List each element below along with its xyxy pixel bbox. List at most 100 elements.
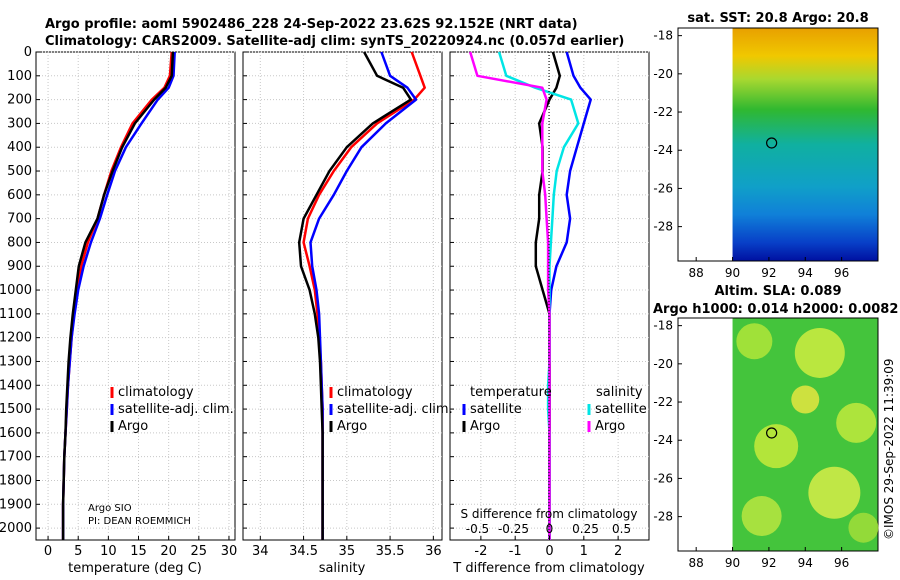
x-tick-label: 30 [221,544,238,559]
x-tick-label: 35 [339,544,356,559]
depth-tick-label: 1400 [0,378,32,393]
legend-temp-title: temperature [470,385,552,400]
legend-temp-sat-label: satellite [470,402,522,417]
temperature-axis-label: temperature (deg C) [68,561,202,576]
sla-map [677,317,879,552]
x-tick-label: -2 [474,544,487,559]
map-lon-tick-label: 92 [761,266,776,280]
argo-location-marker [766,427,778,439]
series-line-argo [61,51,175,540]
top-x-tick-label: -0.25 [498,522,529,536]
x-tick-label: 34 [252,544,269,559]
depth-tick-label: 1700 [0,450,32,465]
temperature-panel [35,51,236,541]
depth-tick-label: 1200 [0,331,32,346]
sla-map-frame [677,317,879,552]
legend-sal-sat-label: satellite [595,402,647,417]
credit-pi: PI: DEAN ROEMMICH [88,516,191,527]
depth-tick-label: 2000 [0,521,32,536]
legend-sat-label: satellite-adj. clim. [118,402,234,417]
map-lat-tick-label: -24 [653,143,673,157]
depth-tick-label: 800 [7,235,32,250]
map-lon-tick-label: 90 [725,266,740,280]
map-ticks: 88 90 92 94 96 -18 -20 -22 -24 -26 -28 88 90 92 94 96 -1… [653,29,849,570]
legend-sal-title: salinity [596,385,643,400]
series-line-salinity-argo [469,51,551,540]
legend-salinity: climatology satellite-adj. clim. Argo [329,385,453,434]
tick-layer: 0100200300400500600700800900100011001200… [0,45,631,559]
map-lon-tick-label: 88 [689,556,704,570]
map-lat-tick-label: -26 [653,181,673,195]
grid-layer [36,51,649,540]
sla-patch [836,402,877,443]
depth-tick-label: 300 [7,116,32,131]
map-lon-tick-label: 96 [834,266,849,280]
map-lon-tick-label: 92 [761,556,776,570]
header-line2: Climatology: CARS2009. Satellite-adj cli… [45,34,624,49]
footer-timestamp: ©IMOS 29-Sep-2022 11:39:09 [882,358,896,540]
depth-tick-label: 500 [7,164,32,179]
legend-sal-argo-label: Argo [595,419,625,434]
map-lon-tick-label: 90 [725,556,740,570]
depth-tick-label: 1300 [0,354,32,369]
map-lat-tick-label: -20 [653,67,673,81]
x-tick-label: 2 [614,544,622,559]
sla-map-subtitle: Argo h1000: 0.014 h2000: 0.0082 [653,302,898,317]
map-lat-tick-label: -22 [653,105,673,119]
sst-map [677,27,879,262]
x-tick-label: 25 [191,544,208,559]
x-tick-label: 5 [74,544,82,559]
depth-tick-label: 400 [7,140,32,155]
depth-tick-label: 1900 [0,497,32,512]
x-tick-label: 1 [580,544,588,559]
x-tick-label: 15 [130,544,147,559]
map-lat-tick-label: -18 [653,319,673,333]
x-tick-label: 0 [545,544,553,559]
depth-tick-label: 600 [7,188,32,203]
map-lat-tick-label: -28 [653,510,673,524]
legend-temperature: climatology satellite-adj. clim. Argo [110,385,234,434]
salinity-panel [242,51,443,541]
legend-clim-label: climatology [118,385,194,400]
map-lat-tick-label: -22 [653,395,673,409]
depth-tick-label: 1000 [0,283,32,298]
depth-tick-label: 200 [7,93,32,108]
legend-temp-argo-label: Argo [470,419,500,434]
top-x-tick-label: -0.5 [466,522,489,536]
credit-org: Argo SIO [88,503,132,514]
legend-clim-label: climatology [337,385,413,400]
sla-patch [791,385,820,414]
map-lon-tick-label: 88 [689,266,704,280]
depth-tick-label: 700 [7,212,32,227]
map-lat-tick-label: -18 [653,29,673,43]
sdiff-axis-label: S difference from climatology [461,507,638,521]
sla-patch [736,323,773,360]
depth-tick-label: 1500 [0,402,32,417]
x-tick-label: 20 [160,544,177,559]
x-tick-label: 10 [100,544,117,559]
sla-patch [808,466,861,519]
sla-map-title: Altim. SLA: 0.089 [715,284,842,299]
sst-field [732,28,878,261]
map-lat-tick-label: -24 [653,433,673,447]
x-tick-label: 34.5 [289,544,318,559]
map-lon-tick-label: 94 [798,266,813,280]
x-tick-label: 35.5 [376,544,405,559]
legend-argo-label: Argo [337,419,367,434]
depth-tick-label: 1800 [0,473,32,488]
argo-location-marker [766,137,778,149]
x-tick-label: 0 [44,544,52,559]
depth-tick-label: 0 [24,45,32,60]
map-lon-tick-label: 94 [798,556,813,570]
sla-patch [848,512,879,543]
tdiff-axis-label: T difference from climatology [452,561,645,576]
header-line1: Argo profile: aoml 5902486_228 24-Sep-20… [45,17,578,32]
top-x-tick-label: 0.25 [572,522,599,536]
sla-patch [741,496,782,537]
sst-map-frame [677,27,879,262]
depth-tick-label: 900 [7,259,32,274]
legend-sat-label: satellite-adj. clim. [337,402,453,417]
sla-patch [754,424,799,469]
salinity-axis-label: salinity [319,561,366,576]
